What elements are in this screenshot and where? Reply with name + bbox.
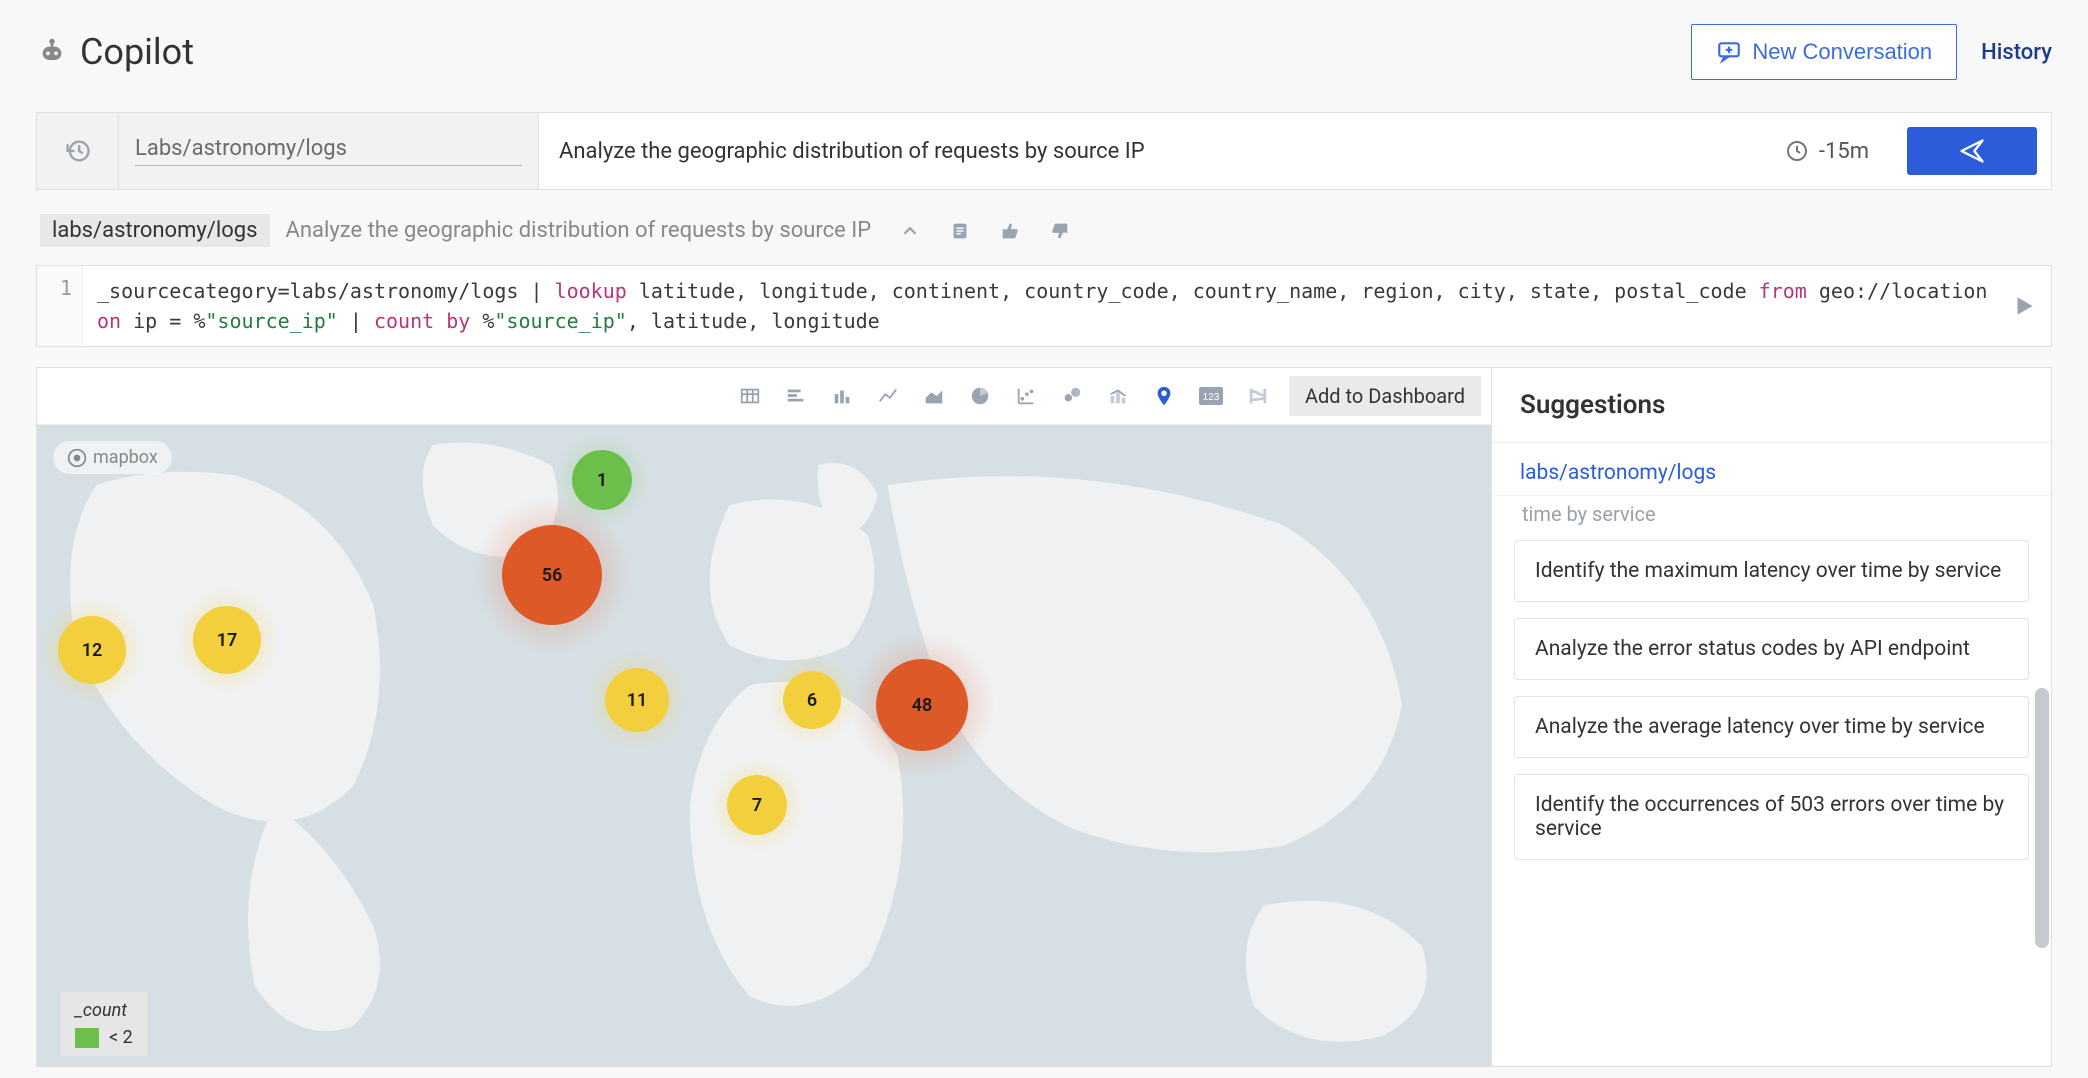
suggestion-item[interactable]: Analyze the error status codes by API en… bbox=[1514, 618, 2029, 680]
suggestions-title: Suggestions bbox=[1492, 368, 2051, 443]
map-marker[interactable]: 12 bbox=[58, 616, 126, 684]
world-map-svg bbox=[37, 425, 1491, 1066]
pie-icon[interactable] bbox=[969, 385, 991, 407]
single-value-icon[interactable]: 123 bbox=[1199, 387, 1223, 405]
history-link[interactable]: History bbox=[1981, 40, 2052, 65]
editor-gutter: 1 bbox=[37, 266, 83, 346]
query-input[interactable]: Analyze the geographic distribution of r… bbox=[539, 113, 1761, 189]
editor-run-icon[interactable] bbox=[2011, 293, 2037, 319]
send-icon bbox=[1958, 137, 1986, 165]
new-conversation-label: New Conversation bbox=[1752, 39, 1932, 65]
thumbs-up-icon[interactable] bbox=[999, 220, 1021, 242]
suggestions-source[interactable]: labs/astronomy/logs bbox=[1492, 443, 2051, 496]
map-icon[interactable] bbox=[1153, 385, 1175, 407]
query-editor[interactable]: 1 _sourcecategory=labs/astronomy/logs | … bbox=[36, 265, 2052, 347]
suggestion-item[interactable]: Analyze the average latency over time by… bbox=[1514, 696, 2029, 758]
map-marker[interactable]: 17 bbox=[193, 606, 261, 674]
line-number: 1 bbox=[60, 276, 72, 300]
legend-row: < 2 bbox=[75, 1027, 133, 1048]
search-bar: Labs/astronomy/logs Analyze the geograph… bbox=[36, 112, 2052, 190]
combo-icon[interactable] bbox=[1107, 385, 1129, 407]
source-text: Labs/astronomy/logs bbox=[135, 136, 522, 166]
sankey-icon[interactable] bbox=[1247, 385, 1269, 407]
page-title: Copilot bbox=[80, 31, 194, 73]
legend-title: _count bbox=[75, 1000, 133, 1021]
breadcrumb-desc: Analyze the geographic distribution of r… bbox=[286, 218, 872, 243]
map-marker[interactable]: 6 bbox=[783, 671, 841, 729]
bar-vert-icon[interactable] bbox=[831, 385, 853, 407]
header-right: New Conversation History bbox=[1691, 24, 2052, 80]
viz-type-icons: 123 bbox=[739, 385, 1269, 407]
clock-history-icon bbox=[64, 137, 92, 165]
document-icon[interactable] bbox=[949, 220, 971, 242]
svg-text:123: 123 bbox=[1203, 392, 1220, 403]
main-content: 123 Add to Dashboard bbox=[36, 367, 2052, 1067]
run-button[interactable] bbox=[1907, 127, 2037, 175]
legend-label: < 2 bbox=[109, 1027, 133, 1048]
map-marker[interactable]: 56 bbox=[502, 525, 602, 625]
new-conversation-button[interactable]: New Conversation bbox=[1691, 24, 1957, 80]
map-marker[interactable]: 48 bbox=[876, 659, 968, 751]
mapbox-label: mapbox bbox=[93, 447, 158, 468]
scatter-icon[interactable] bbox=[1015, 385, 1037, 407]
time-range-label: -15m bbox=[1819, 139, 1869, 164]
robot-icon bbox=[36, 36, 68, 68]
breadcrumb-tag[interactable]: labs/astronomy/logs bbox=[40, 214, 270, 247]
suggestions-list: time by service Identify the maximum lat… bbox=[1492, 496, 2051, 1066]
map-marker[interactable]: 11 bbox=[605, 668, 669, 732]
visualization-panel: 123 Add to Dashboard bbox=[36, 367, 1492, 1067]
suggestion-partial[interactable]: time by service bbox=[1514, 496, 2029, 540]
map-area[interactable]: mapbox 1561217116487 _count < 2 bbox=[37, 425, 1491, 1066]
suggestions-scrollbar[interactable] bbox=[2035, 688, 2049, 948]
suggestion-item[interactable]: Identify the maximum latency over time b… bbox=[1514, 540, 2029, 602]
clock-icon bbox=[1785, 139, 1809, 163]
mapbox-badge: mapbox bbox=[53, 441, 172, 474]
map-legend: _count < 2 bbox=[61, 992, 147, 1056]
query-text: Analyze the geographic distribution of r… bbox=[559, 139, 1145, 164]
breadcrumb-row: labs/astronomy/logs Analyze the geograph… bbox=[0, 190, 2088, 255]
table-icon[interactable] bbox=[739, 385, 761, 407]
suggestions-panel: Suggestions labs/astronomy/logs time by … bbox=[1492, 367, 2052, 1067]
time-dropdown-icon-box[interactable] bbox=[37, 113, 119, 189]
line-icon[interactable] bbox=[877, 385, 899, 407]
source-selector[interactable]: Labs/astronomy/logs bbox=[119, 113, 539, 189]
area-icon[interactable] bbox=[923, 385, 945, 407]
add-to-dashboard-button[interactable]: Add to Dashboard bbox=[1289, 376, 1481, 416]
legend-swatch bbox=[75, 1028, 99, 1048]
bar-horiz-icon[interactable] bbox=[785, 385, 807, 407]
collapse-icon[interactable] bbox=[899, 220, 921, 242]
suggestion-item[interactable]: Identify the occurrences of 503 errors o… bbox=[1514, 774, 2029, 860]
mapbox-logo-icon bbox=[67, 448, 87, 468]
time-range-picker[interactable]: -15m bbox=[1761, 113, 1893, 189]
map-marker[interactable]: 7 bbox=[727, 775, 787, 835]
chat-plus-icon bbox=[1716, 39, 1742, 65]
breadcrumb-actions bbox=[899, 220, 1071, 242]
header-left: Copilot bbox=[36, 31, 194, 73]
thumbs-down-icon[interactable] bbox=[1049, 220, 1071, 242]
viz-toolbar: 123 Add to Dashboard bbox=[37, 368, 1491, 425]
header: Copilot New Conversation History bbox=[0, 0, 2088, 104]
editor-code[interactable]: _sourcecategory=labs/astronomy/logs | lo… bbox=[83, 266, 2051, 346]
bubble-icon[interactable] bbox=[1061, 385, 1083, 407]
